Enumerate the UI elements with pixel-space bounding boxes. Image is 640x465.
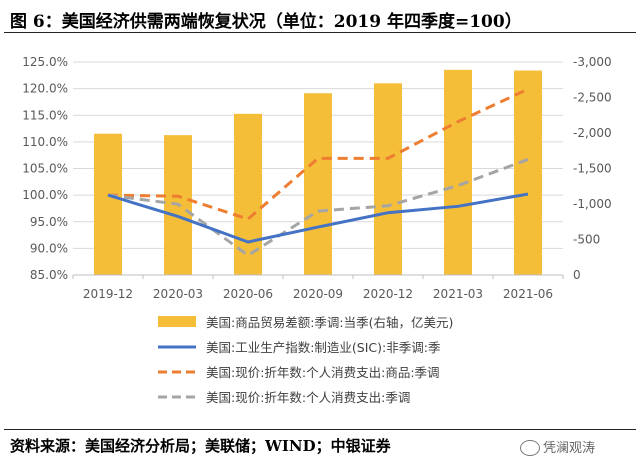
bar-trade-balance [94,133,122,275]
legend-label: 美国:现价:折年数:个人消费支出:季调 [206,390,410,405]
x-tick-label: 2020-06 [223,287,273,301]
bar-trade-balance [374,83,402,275]
right-tick-label: 0 [573,268,581,282]
left-tick-label: 125.0% [22,55,68,69]
x-tick-label: 2021-06 [503,287,553,301]
left-tick-label: 85.0% [30,268,68,282]
x-tick-label: 2021-03 [433,287,483,301]
wechat-icon [520,439,540,456]
right-tick-label: -1,000 [573,197,612,211]
chart-title: 图 6：美国经济供需两端恢复状况（单位：2019 年四季度=100） [10,12,522,32]
right-tick-label: -2,500 [573,91,612,105]
legend-label: 美国:现价:折年数:个人消费支出:商品:季调 [206,365,440,380]
left-tick-label: 110.0% [22,135,68,149]
left-tick-label: 90.0% [30,241,68,255]
watermark-text: 凭澜观涛 [543,441,596,456]
source-divider [4,429,636,430]
legend-label: 美国:工业生产指数:制造业(SIC):非季调:季 [206,340,441,355]
line-manufacturing-ip [107,192,529,244]
left-tick-label: 95.0% [30,215,68,229]
legend-swatch [158,316,196,327]
source-note: 资料来源：美国经济分析局；美联储；WIND；中银证券 [10,437,391,455]
left-tick-label: 120.0% [22,82,68,96]
bar-trade-balance [304,93,332,276]
title-divider [4,32,636,33]
bar-trade-balance [444,69,472,275]
right-tick-label: -3,000 [573,55,612,69]
bar-trade-balance [514,70,542,276]
x-tick-label: 2020-12 [363,287,413,301]
legend-label: 美国:商品贸易差额:季调:当季(右轴，亿美元) [206,315,453,330]
left-tick-label: 100.0% [22,188,68,202]
watermark: 凭澜观涛 [520,437,595,457]
x-tick-label: 2019-12 [83,287,133,301]
line-pce-total [107,158,529,257]
right-tick-label: -2,000 [573,126,612,140]
right-tick-label: -1,500 [573,162,612,176]
right-tick-label: -500 [573,233,600,247]
left-tick-label: 105.0% [22,162,68,176]
left-tick-label: 115.0% [22,108,68,122]
x-tick-label: 2020-09 [293,287,343,301]
line-pce-goods [107,87,529,221]
x-tick-label: 2020-03 [153,287,203,301]
